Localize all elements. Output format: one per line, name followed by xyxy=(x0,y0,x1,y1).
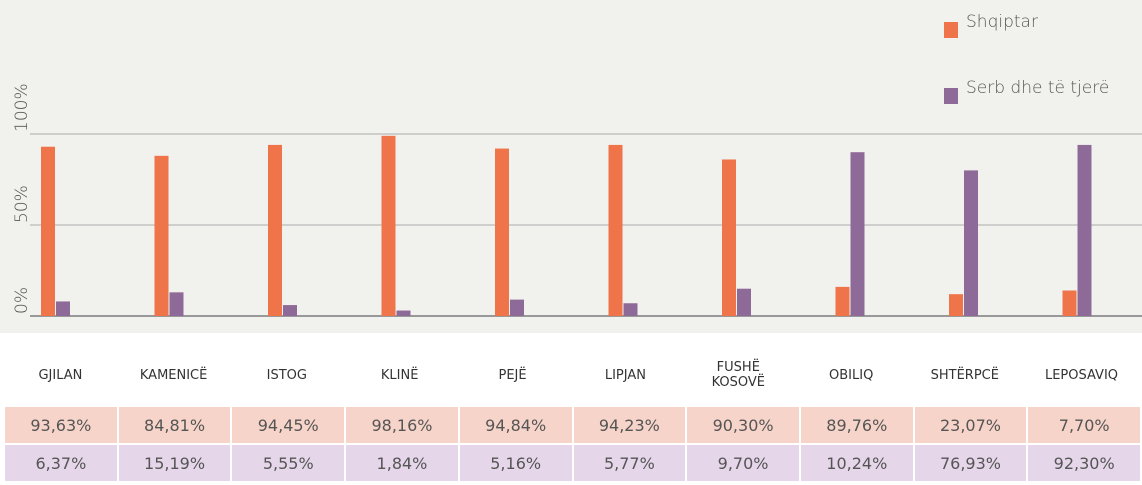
table-cell: 89,76% xyxy=(800,407,913,443)
header-cell: KAMENICË xyxy=(139,367,208,383)
table-cell: 84,81% xyxy=(118,407,231,443)
table-cell: 90,30% xyxy=(687,407,799,443)
table-cell: 5,77% xyxy=(573,445,686,481)
bar xyxy=(722,159,736,316)
bar xyxy=(268,144,282,316)
chart-background xyxy=(0,0,1142,333)
header-cell: OBILIQ xyxy=(829,367,874,383)
table-cell: 92,30% xyxy=(1028,445,1141,481)
bar xyxy=(283,305,297,316)
table: GJILAN KAMENICË ISTOG KLINË PEJË LIPJAN FUSHË … xyxy=(5,345,1141,483)
bar xyxy=(1077,144,1092,316)
y-tick-label: 0% xyxy=(12,287,32,314)
header-cell: GJILAN xyxy=(38,367,83,383)
y-tick-label: 100% xyxy=(12,83,32,132)
table-cell: 10,24% xyxy=(800,445,913,481)
bar xyxy=(56,301,70,316)
table-cell: 98,16% xyxy=(346,407,458,443)
bar xyxy=(608,144,623,316)
legend-label: Shqiptar xyxy=(966,12,1038,32)
header-cell: ISTOG xyxy=(266,367,307,383)
header-cell: KLINË xyxy=(380,367,419,383)
table-cell: 5,55% xyxy=(232,445,345,481)
header-cell: LEPOSAVIQ xyxy=(1044,367,1119,383)
bar xyxy=(623,303,638,316)
bar xyxy=(396,310,411,316)
bar xyxy=(510,299,524,316)
legend-swatch xyxy=(944,22,958,38)
bar xyxy=(495,148,509,316)
table-cell: 23,07% xyxy=(914,407,1027,443)
header-cell: LIPJAN xyxy=(604,367,646,383)
bar xyxy=(949,294,963,316)
header-cell: PEJË xyxy=(498,367,527,383)
bar xyxy=(169,292,184,316)
bar xyxy=(964,170,978,316)
table-cell: 94,45% xyxy=(232,407,345,443)
legend-swatch xyxy=(944,88,958,104)
bar xyxy=(381,135,396,316)
table-row: 93,63% 84,81% 94,45% 98,16% 94,84% 94,23% 90,3… xyxy=(5,407,1141,443)
table-cell: 94,84% xyxy=(459,407,572,443)
table-cell: 7,70% xyxy=(1028,407,1141,443)
chart: 0% 50% 100% Shqiptar Serb dhe të tjerë xyxy=(0,0,1142,333)
table-cell: 1,84% xyxy=(346,445,458,481)
header-cell: FUSHË KOSOVË xyxy=(711,360,765,390)
table-cell: 94,23% xyxy=(573,407,686,443)
bar xyxy=(1062,290,1077,316)
table-cell: 15,19% xyxy=(118,445,231,481)
table-cell: 9,70% xyxy=(687,445,799,481)
legend-label: Serb dhe të tjerë xyxy=(966,78,1109,98)
bar xyxy=(154,155,169,316)
bar xyxy=(737,288,751,316)
table-header: GJILAN KAMENICË ISTOG KLINË PEJË LIPJAN FUSHË … xyxy=(5,345,1140,405)
table-cell: 76,93% xyxy=(914,445,1027,481)
bar xyxy=(850,152,865,316)
bar xyxy=(41,146,55,316)
table-cell: 93,63% xyxy=(5,407,117,443)
header-cell: SHTËRPCË xyxy=(930,367,999,383)
bar xyxy=(835,286,850,316)
table-cell: 6,37% xyxy=(5,445,117,481)
y-tick-label: 50% xyxy=(12,185,32,223)
table-cell: 5,16% xyxy=(459,445,572,481)
table-row: 6,37% 15,19% 5,55% 1,84% 5,16% 5,77% 9,70% 10,2… xyxy=(5,445,1141,481)
